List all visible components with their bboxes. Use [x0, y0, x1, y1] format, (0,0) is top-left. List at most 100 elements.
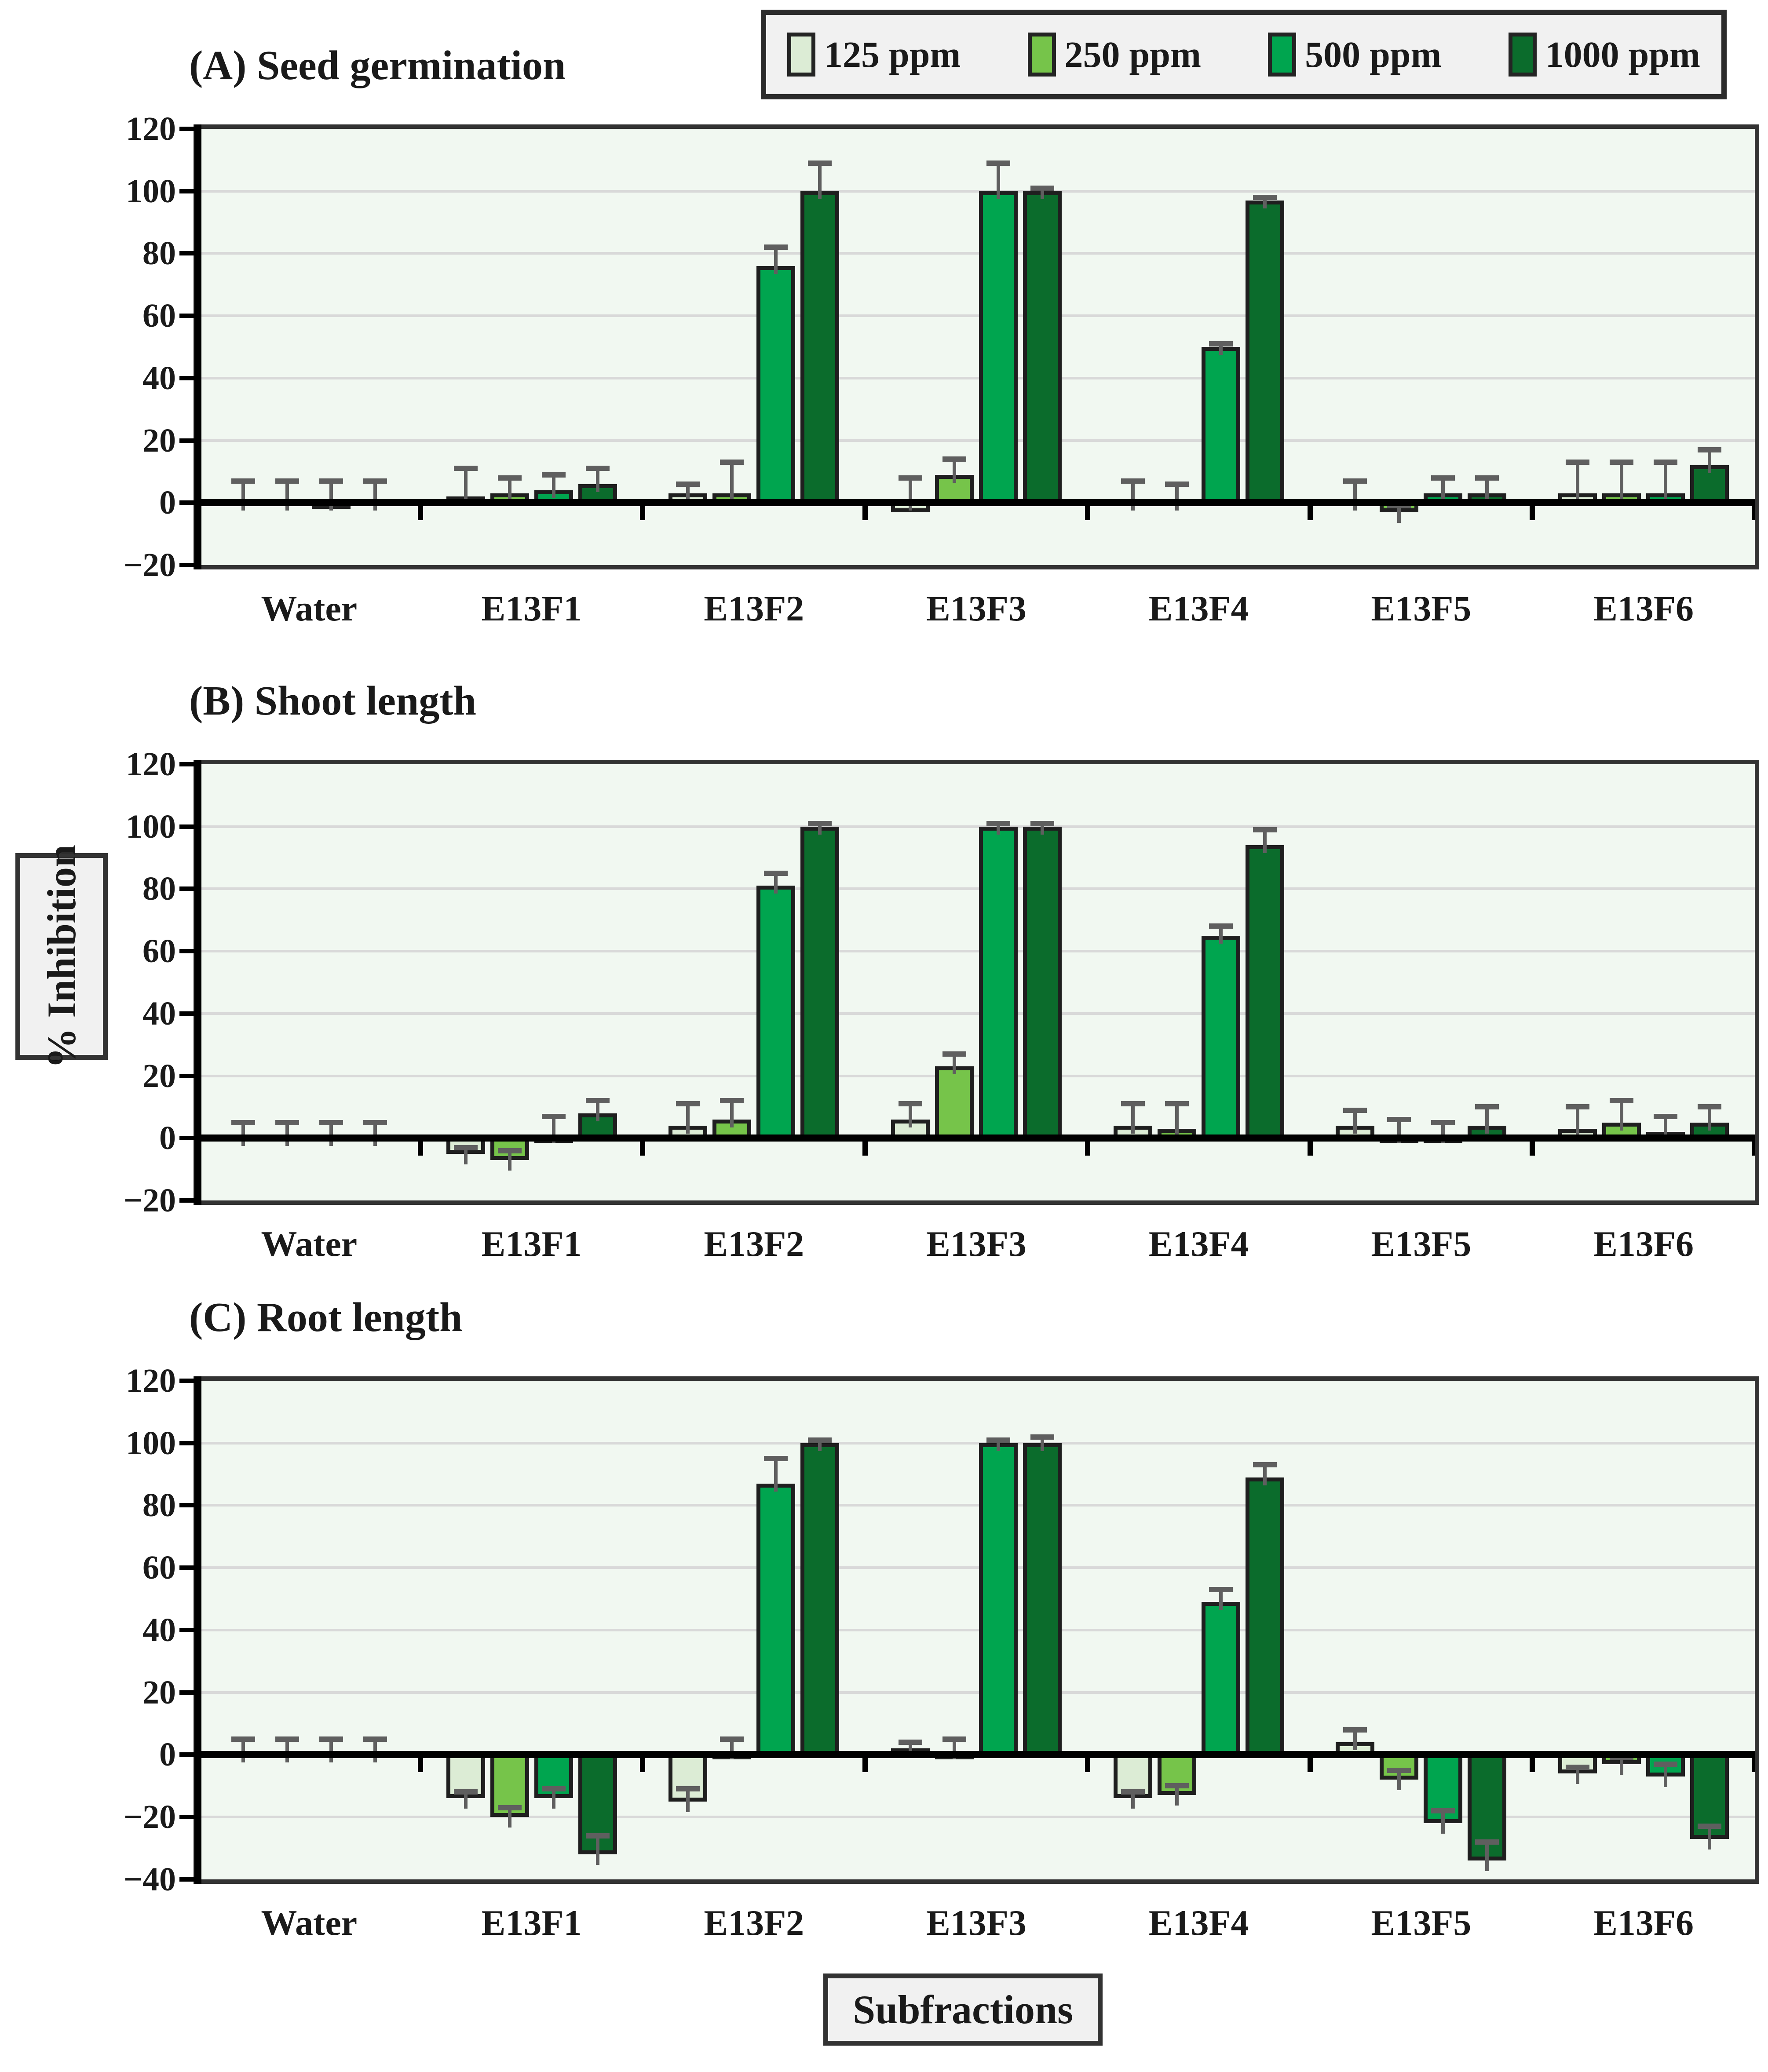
error-bar-cap: [1566, 1764, 1590, 1770]
error-bar-stem: [909, 1742, 912, 1757]
gridline: [198, 252, 1755, 255]
error-bar-stem: [1263, 829, 1267, 854]
error-bar-stem: [508, 1807, 511, 1828]
error-bar-stem: [1620, 1101, 1624, 1131]
error-bar-stem: [774, 247, 778, 274]
error-bar-stem: [241, 481, 245, 511]
x-axis-tick: [640, 1142, 646, 1156]
gridline: [198, 1441, 1755, 1445]
error-bar-cap: [453, 1145, 478, 1150]
y-axis-tick: [179, 127, 194, 131]
error-bar-cap: [899, 475, 922, 481]
error-bar-cap: [231, 478, 255, 484]
y-axis-tick: [179, 500, 194, 505]
x-category-label: Water: [261, 1902, 358, 1943]
error-bar-cap: [986, 1437, 1010, 1443]
y-axis-tick: [179, 189, 194, 193]
legend-item: 1000 ppm: [1508, 33, 1700, 77]
y-tick-label: 40: [142, 1611, 176, 1649]
error-bar-cap: [1698, 447, 1722, 452]
error-bar-cap: [986, 160, 1010, 166]
x-axis-tick: [862, 1758, 868, 1773]
y-axis-tick: [179, 824, 194, 829]
bar: [756, 266, 796, 507]
error-bar-cap: [720, 1736, 744, 1742]
error-bar-stem: [464, 1792, 468, 1809]
error-bar-stem: [953, 459, 956, 483]
error-bar-stem: [1397, 506, 1401, 523]
y-tick-label: 120: [126, 746, 176, 783]
error-bar-cap: [541, 1786, 566, 1792]
error-bar-stem: [1041, 823, 1044, 835]
error-bar-cap: [275, 1736, 299, 1742]
error-bar-cap: [676, 481, 700, 487]
bar: [1245, 200, 1284, 507]
error-bar-cap: [275, 1120, 299, 1125]
y-axis-tick: [179, 762, 194, 766]
x-category-label: E13F6: [1593, 588, 1694, 628]
error-bar-cap: [1253, 827, 1277, 832]
error-bar-cap: [720, 460, 744, 465]
error-bar-cap: [319, 1120, 343, 1125]
error-bar-stem: [552, 474, 555, 498]
error-bar-cap: [764, 244, 788, 250]
y-tick-label: −20: [123, 1182, 176, 1219]
x-axis-line: [198, 499, 1755, 507]
error-bar-stem: [686, 1789, 690, 1812]
error-bar-cap: [942, 1736, 966, 1742]
y-axis-tick: [179, 886, 194, 891]
error-bar-cap: [1209, 1587, 1233, 1592]
error-bar-cap: [1209, 341, 1233, 347]
error-bar-cap: [1343, 1107, 1367, 1113]
y-tick-label: 100: [126, 172, 176, 210]
error-bar-stem: [997, 823, 1000, 835]
y-tick-label: 80: [142, 870, 176, 908]
x-axis-label: Subfractions: [853, 1987, 1073, 2032]
error-bar-stem: [1353, 1729, 1357, 1750]
y-tick-label: 0: [159, 1736, 176, 1773]
legend-label: 125 ppm: [824, 34, 961, 75]
x-axis-tick: [1085, 1758, 1090, 1773]
legend-label: 500 ppm: [1305, 34, 1442, 75]
error-bar-stem: [1620, 1758, 1624, 1775]
error-bar-cap: [1610, 460, 1634, 465]
legend: 125 ppm 250 ppm 500 ppm 1000 ppm: [761, 10, 1727, 99]
error-bar-stem: [595, 1101, 599, 1121]
y-axis-tick: [179, 1379, 194, 1383]
x-category-label: E13F1: [481, 1223, 582, 1264]
error-bar-cap: [363, 1120, 387, 1125]
x-category-label: E13F2: [704, 588, 804, 628]
x-category-label: E13F6: [1593, 1902, 1694, 1943]
bar: [800, 826, 840, 1142]
gridline: [198, 887, 1755, 890]
error-bar-cap: [1566, 460, 1590, 465]
error-bar-stem: [508, 1150, 511, 1171]
error-bar-stem: [1708, 1107, 1712, 1131]
error-bar-cap: [1387, 1767, 1411, 1773]
error-bar-stem: [595, 468, 599, 492]
y-axis-tick: [179, 562, 194, 567]
error-bar-stem: [1441, 1122, 1445, 1143]
error-bar-stem: [329, 1739, 333, 1763]
x-category-label: E13F2: [704, 1223, 804, 1264]
error-bar-cap: [275, 478, 299, 484]
error-bar-cap: [1566, 1104, 1590, 1110]
gridline: [198, 376, 1755, 379]
error-bar-stem: [1576, 1767, 1580, 1784]
error-bar-stem: [686, 484, 690, 502]
x-category-label: E13F4: [1148, 1902, 1249, 1943]
legend-item: 250 ppm: [1027, 33, 1201, 77]
bar: [979, 1443, 1018, 1758]
gridline: [198, 1074, 1755, 1077]
error-bar-stem: [373, 481, 377, 511]
y-axis-tick: [179, 949, 194, 954]
bar: [1023, 1443, 1062, 1758]
legend-label: 250 ppm: [1064, 34, 1201, 75]
error-bar-cap: [1698, 1104, 1722, 1110]
y-tick-label: 60: [142, 297, 176, 335]
error-bar-cap: [1165, 1101, 1189, 1107]
error-bar-stem: [464, 1147, 468, 1164]
y-tick-label: 60: [142, 1549, 176, 1587]
error-bar-stem: [1219, 926, 1223, 944]
error-bar-stem: [1041, 188, 1044, 199]
